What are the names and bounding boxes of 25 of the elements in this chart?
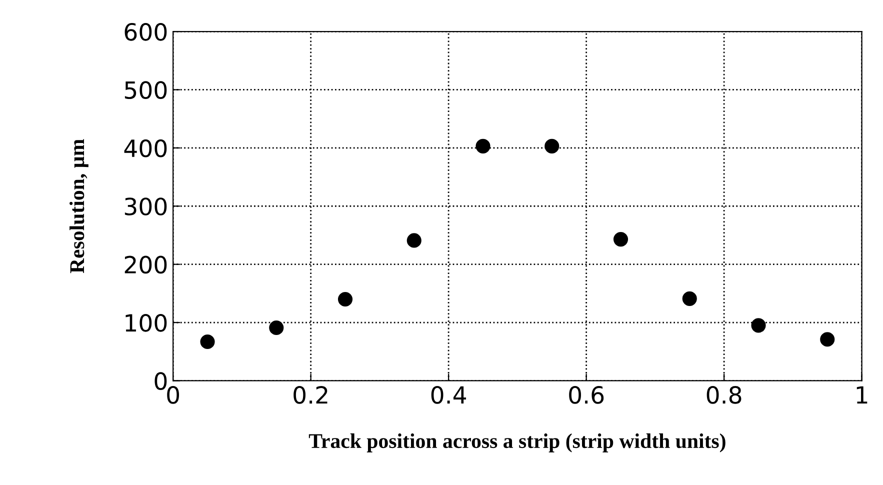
point [338, 292, 353, 307]
point [544, 138, 560, 154]
point [476, 138, 490, 154]
point [269, 320, 284, 336]
y-tick-label: 200 [124, 256, 167, 274]
y-tick-label: 100 [126, 314, 167, 332]
x-tick-label: 0.6 [569, 386, 604, 404]
y-tick-label: 300 [124, 198, 167, 216]
point [751, 318, 766, 333]
x-tick-label: 0.8 [706, 386, 742, 404]
y-tick-label: 400 [124, 139, 167, 158]
x-tick-label: 0.2 [294, 386, 328, 404]
y-tick-label: 0 [154, 372, 167, 390]
point [613, 232, 628, 247]
point [406, 233, 422, 248]
x-tick-label: 0.4 [431, 386, 466, 404]
y-axis-title: Resolution, µm [70, 139, 88, 274]
point [682, 291, 697, 306]
x-axis-title: Track position across a strip (strip width units) [308, 433, 726, 452]
x-tick-label: 1 [856, 386, 868, 404]
point [820, 332, 835, 347]
point [200, 334, 215, 350]
x-tick-label: 0 [167, 386, 180, 404]
y-tick-label: 500 [124, 81, 167, 100]
y-tick-label: 600 [124, 22, 167, 41]
